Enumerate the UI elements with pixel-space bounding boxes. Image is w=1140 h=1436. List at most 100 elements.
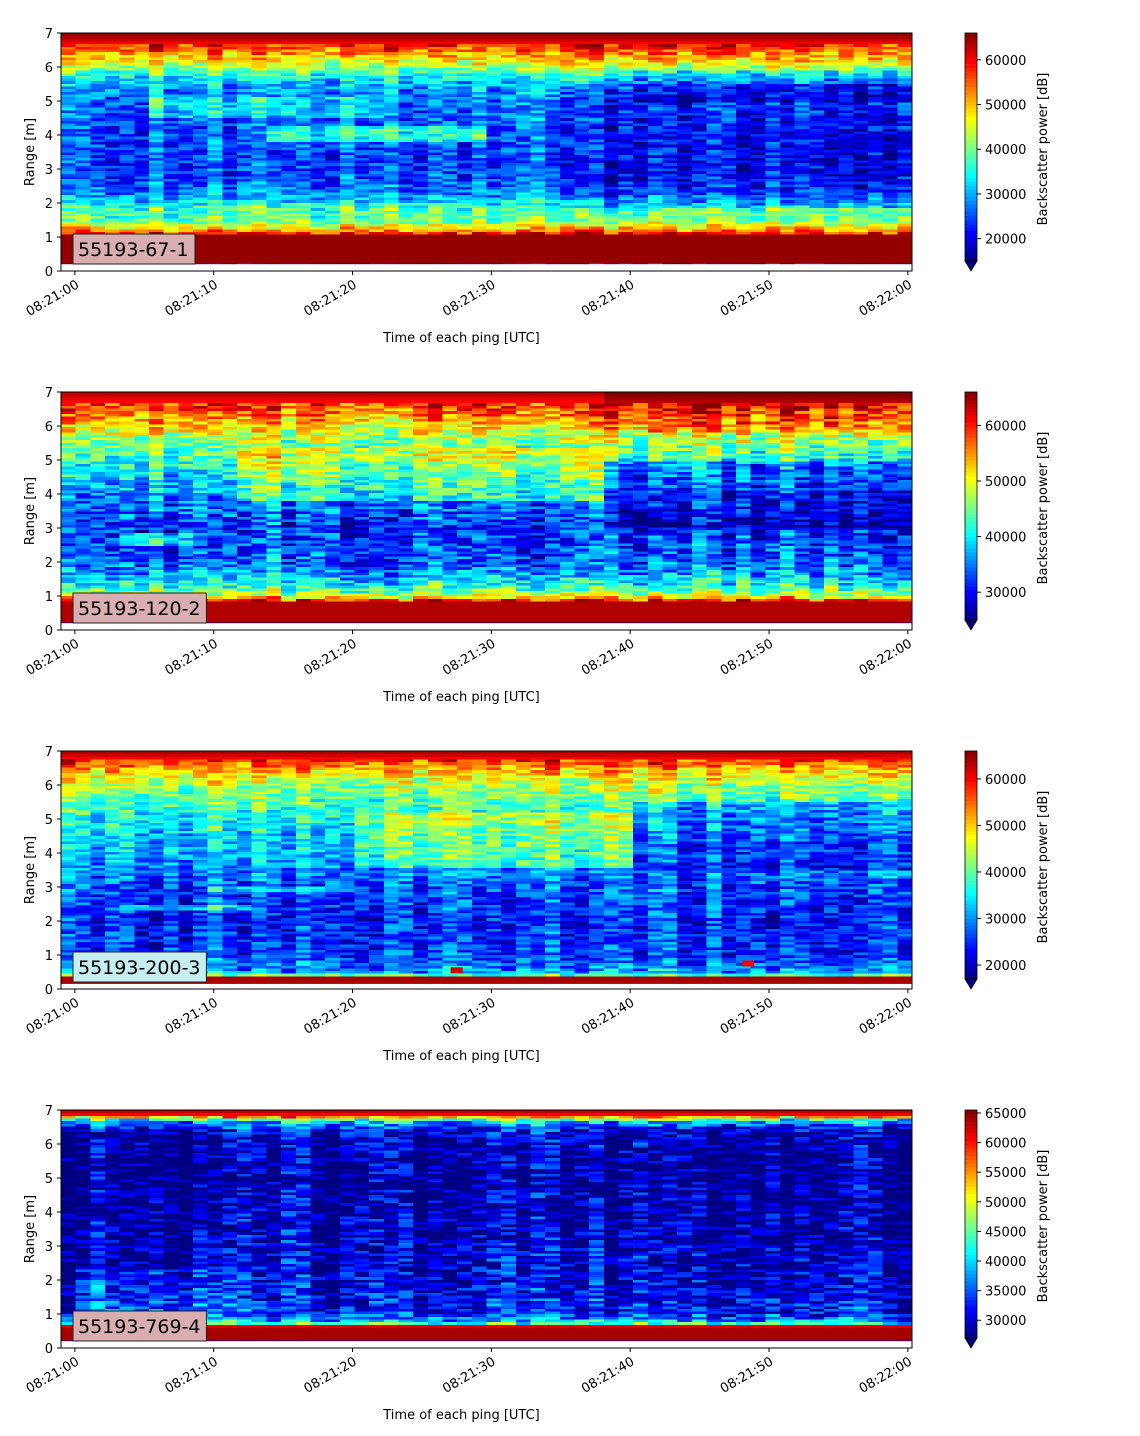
colorbar-tick-label: 30000 bbox=[985, 188, 1026, 203]
colorbar-tick-label: 30000 bbox=[985, 913, 1026, 928]
x-tick-label: 08:22:00 bbox=[857, 636, 915, 678]
colorbar-tick-label: 30000 bbox=[985, 586, 1026, 601]
colorbar-label: Backscatter power [dB] bbox=[1036, 73, 1051, 226]
y-tick-label: 3 bbox=[45, 881, 53, 896]
y-tick-label: 0 bbox=[45, 265, 53, 280]
y-tick-label: 5 bbox=[45, 813, 53, 828]
colorbar-label: Backscatter power [dB] bbox=[1036, 1150, 1051, 1303]
x-tick-label: 08:21:40 bbox=[579, 995, 637, 1037]
x-tick-label: 08:21:10 bbox=[163, 995, 221, 1037]
y-tick-label: 2 bbox=[45, 197, 53, 212]
y-tick-label: 7 bbox=[45, 27, 53, 42]
series-label-box: 55193-769-4 bbox=[73, 1311, 206, 1341]
y-tick-label: 4 bbox=[45, 488, 53, 503]
y-tick-label: 0 bbox=[45, 624, 53, 639]
y-tick-label: 5 bbox=[45, 1172, 53, 1187]
series-label: 55193-67-1 bbox=[78, 239, 188, 261]
colorbar-label: Backscatter power [dB] bbox=[1036, 791, 1051, 944]
y-tick-label: 6 bbox=[45, 779, 53, 794]
y-tick-label: 1 bbox=[45, 590, 53, 605]
colorbar-tick-label: 50000 bbox=[985, 819, 1026, 834]
y-tick-label: 4 bbox=[45, 1206, 53, 1221]
x-tick-label: 08:21:30 bbox=[440, 1354, 498, 1396]
y-tick-label: 2 bbox=[45, 556, 53, 571]
x-axis-label: Time of each ping [UTC] bbox=[382, 331, 540, 346]
y-axis-label: Range [m] bbox=[23, 1195, 38, 1263]
y-tick-label: 1 bbox=[45, 1308, 53, 1323]
x-tick-label: 08:21:50 bbox=[718, 277, 776, 319]
colorbar-tick-label: 55000 bbox=[985, 1166, 1026, 1181]
colorbar-tick-label: 20000 bbox=[985, 233, 1026, 248]
x-axis-label: Time of each ping [UTC] bbox=[382, 1049, 540, 1064]
y-axis-label: Range [m] bbox=[23, 118, 38, 186]
x-tick-label: 08:21:50 bbox=[718, 636, 776, 678]
x-tick-label: 08:21:30 bbox=[440, 995, 498, 1037]
x-tick-label: 08:21:40 bbox=[579, 277, 637, 319]
y-tick-label: 3 bbox=[45, 1240, 53, 1255]
series-label-box: 55193-120-2 bbox=[73, 593, 206, 623]
colorbar-extend-arrow bbox=[965, 979, 977, 989]
colorbar-tick-label: 40000 bbox=[985, 531, 1026, 546]
colorbar-tick-label: 40000 bbox=[985, 143, 1026, 158]
y-tick-label: 7 bbox=[45, 1104, 53, 1119]
y-tick-label: 3 bbox=[45, 522, 53, 537]
y-tick-label: 1 bbox=[45, 231, 53, 246]
y-tick-label: 5 bbox=[45, 95, 53, 110]
colorbar-tick-label: 40000 bbox=[985, 1255, 1026, 1270]
y-tick-label: 3 bbox=[45, 163, 53, 178]
x-tick-label: 08:21:30 bbox=[440, 277, 498, 319]
colorbar-tick-label: 20000 bbox=[985, 959, 1026, 974]
y-tick-label: 2 bbox=[45, 915, 53, 930]
colorbar-tick-label: 60000 bbox=[985, 1137, 1026, 1152]
colorbar-tick-label: 60000 bbox=[985, 54, 1026, 69]
colorbar-tick-label: 35000 bbox=[985, 1285, 1026, 1300]
x-axis-label: Time of each ping [UTC] bbox=[382, 1408, 540, 1423]
y-tick-label: 1 bbox=[45, 949, 53, 964]
colorbar-tick-label: 30000 bbox=[985, 1314, 1026, 1329]
y-tick-label: 0 bbox=[45, 983, 53, 998]
blank-band bbox=[61, 264, 912, 271]
blank-band bbox=[61, 623, 912, 630]
x-tick-label: 08:21:10 bbox=[163, 636, 221, 678]
x-tick-label: 08:21:50 bbox=[718, 1354, 776, 1396]
x-tick-label: 08:21:40 bbox=[579, 636, 637, 678]
y-tick-label: 4 bbox=[45, 129, 53, 144]
y-axis-label: Range [m] bbox=[23, 836, 38, 904]
x-tick-label: 08:21:20 bbox=[301, 277, 359, 319]
series-label-box: 55193-67-1 bbox=[73, 234, 195, 264]
colorbar: 3000035000400004500050000550006000065000… bbox=[965, 1107, 1051, 1348]
x-axis-label: Time of each ping [UTC] bbox=[382, 690, 540, 705]
series-label: 55193-120-2 bbox=[78, 598, 201, 620]
x-tick-label: 08:21:50 bbox=[718, 995, 776, 1037]
y-tick-label: 4 bbox=[45, 847, 53, 862]
hotspot-2 bbox=[742, 961, 754, 967]
colorbar-tick-label: 50000 bbox=[985, 1196, 1026, 1211]
colorbar: 20000 30000 40000 50000 60000 Backscatter pow… bbox=[965, 33, 1051, 271]
x-tick-label: 08:22:00 bbox=[857, 995, 915, 1037]
x-tick-label: 08:21:10 bbox=[163, 1354, 221, 1396]
y-tick-label: 7 bbox=[45, 386, 53, 401]
y-tick-label: 5 bbox=[45, 454, 53, 469]
x-tick-label: 08:22:00 bbox=[857, 277, 915, 319]
series-label-box: 55193-200-3 bbox=[73, 952, 206, 982]
colorbar-tick-label: 50000 bbox=[985, 99, 1026, 114]
x-tick-label: 08:21:00 bbox=[24, 277, 82, 319]
x-tick-label: 08:21:10 bbox=[163, 277, 221, 319]
colorbar-tick-label: 40000 bbox=[985, 866, 1026, 881]
x-tick-label: 08:22:00 bbox=[857, 1354, 915, 1396]
y-tick-label: 2 bbox=[45, 1274, 53, 1289]
x-tick-label: 08:21:30 bbox=[440, 636, 498, 678]
colorbar-extend-arrow bbox=[965, 620, 977, 630]
hotspot-1 bbox=[451, 967, 463, 973]
x-tick-label: 08:21:00 bbox=[24, 636, 82, 678]
colorbar-tick-label: 65000 bbox=[985, 1107, 1026, 1122]
colorbar-label: Backscatter power [dB] bbox=[1036, 432, 1051, 585]
y-axis-label: Range [m] bbox=[23, 477, 38, 545]
series-label: 55193-200-3 bbox=[78, 957, 201, 979]
y-tick-label: 6 bbox=[45, 61, 53, 76]
